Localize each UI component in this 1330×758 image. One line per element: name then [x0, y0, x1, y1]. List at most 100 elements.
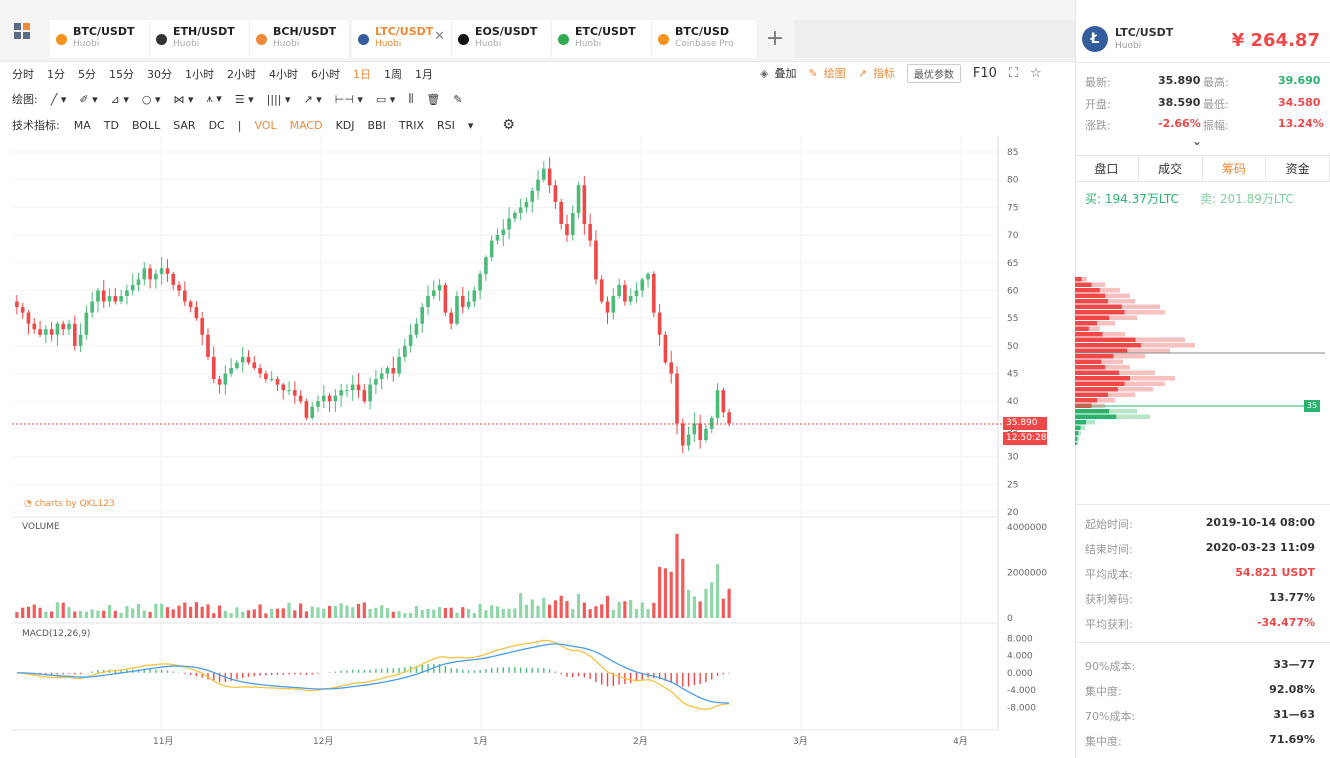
side-tab-2[interactable]: 筹码 — [1203, 156, 1267, 181]
interval-8[interactable]: 6小时 — [311, 68, 340, 81]
interval-2[interactable]: 5分 — [78, 68, 96, 81]
detail-row: 获利筹码: 13.77% — [1085, 591, 1315, 607]
volume-bar — [409, 613, 413, 618]
chip-bar — [1075, 398, 1097, 403]
tab-pair: ETC/USDT — [575, 25, 636, 38]
interval-1[interactable]: 1分 — [47, 68, 65, 81]
chip-bar — [1075, 425, 1081, 430]
candle — [489, 240, 494, 258]
volume-bar — [646, 608, 650, 618]
star-icon[interactable]: ☆ — [1030, 65, 1042, 81]
volume-bar — [194, 602, 198, 618]
volume-bar — [171, 609, 175, 618]
trash-icon[interactable]: 🗑 — [426, 92, 441, 106]
interval-0[interactable]: 分时 — [12, 68, 34, 81]
add-tab-button[interactable]: + — [765, 26, 785, 51]
interval-6[interactable]: 2小时 — [227, 68, 256, 81]
interval-4[interactable]: 30分 — [147, 68, 172, 81]
chip-bar — [1075, 420, 1086, 425]
tab-etc-usdt[interactable]: ETC/USDT Huobi — [552, 20, 652, 58]
indicator-8[interactable]: KDJ — [335, 118, 355, 132]
tab-eth-usdt[interactable]: ETH/USDT Huobi — [150, 20, 250, 58]
candle — [20, 307, 25, 313]
tab-bar-empty — [794, 20, 1075, 58]
volume-bar — [495, 606, 500, 618]
tab-ltc-usdt[interactable]: LTC/USDT Huobi ✕ — [352, 20, 452, 58]
candle — [599, 279, 604, 302]
indicator-1[interactable]: TD — [103, 118, 119, 132]
candle — [78, 334, 83, 346]
close-icon[interactable]: ✕ — [434, 29, 445, 44]
candle — [605, 301, 610, 313]
candle — [269, 379, 274, 381]
indicator-2[interactable]: BOLL — [131, 118, 161, 132]
line-tool-icon[interactable]: ╱ ▾ — [50, 92, 67, 106]
side-tab-1[interactable]: 成交 — [1139, 156, 1203, 181]
volume-bar — [235, 607, 239, 618]
draw-button[interactable]: ✎ 绘图 — [808, 65, 845, 81]
tab-bch-usdt[interactable]: BCH/USDT Huobi — [250, 20, 350, 58]
volume-bar — [217, 605, 222, 618]
side-tab-3[interactable]: 资金 — [1266, 156, 1330, 181]
fib-tool-icon[interactable]: ☰ ▾ — [234, 92, 254, 106]
indicator-4[interactable]: DC — [208, 118, 225, 132]
interval-7[interactable]: 4小时 — [269, 68, 298, 81]
indicator-9[interactable]: BBI — [367, 118, 386, 132]
indicator-3[interactable]: SAR — [173, 118, 196, 132]
bar-tool-icon[interactable]: ⫼ — [408, 92, 414, 105]
indicator-7[interactable]: MACD — [289, 118, 323, 132]
circle-tool-icon[interactable]: ○ ▾ — [141, 92, 161, 106]
tab-exchange: Huobi — [73, 39, 100, 49]
chevron-down-icon[interactable]: ⌄ — [1192, 134, 1203, 148]
more-indicators-icon[interactable]: ▾ — [467, 118, 474, 132]
interval-9[interactable]: 1日 — [353, 68, 371, 81]
polyline-tool-icon[interactable]: ⊿ ▾ — [110, 92, 129, 106]
volume-bar — [78, 610, 83, 618]
candle — [623, 284, 627, 302]
indicator-10[interactable]: TRIX — [398, 118, 424, 132]
interval-10[interactable]: 1周 — [384, 68, 402, 81]
tab-btc-usd[interactable]: BTC/USD Coinbase Pro — [652, 20, 758, 58]
tab-btc-usdt[interactable]: BTC/USDT Huobi — [50, 20, 150, 58]
comment-tool-icon[interactable]: ▭ ▾ — [375, 92, 396, 106]
draw-tools-label: 绘图: — [12, 93, 38, 106]
volume-bar — [189, 606, 193, 618]
price-chart[interactable]: 8580757065605550454035302520400000020000… — [0, 136, 1075, 758]
candle — [101, 290, 106, 302]
wave-tool-icon[interactable]: ⋈ ▾ — [173, 92, 194, 106]
indicator-6[interactable]: VOL — [254, 118, 277, 132]
arrow-tool-icon[interactable]: ↗ ▾ — [303, 92, 322, 106]
f10-button[interactable]: F10 — [972, 65, 997, 81]
coin-icon — [358, 34, 369, 45]
coin-icon — [56, 34, 67, 45]
tab-eos-usdt[interactable]: EOS/USDT Huobi — [452, 20, 552, 58]
eraser-icon[interactable]: ✎ — [453, 92, 463, 106]
volume-bar — [542, 597, 546, 618]
interval-3[interactable]: 15分 — [109, 68, 134, 81]
chip-bar — [1075, 359, 1102, 364]
side-tab-0[interactable]: 盘口 — [1075, 156, 1139, 181]
volume-bar — [212, 613, 216, 618]
candle — [559, 201, 563, 224]
overlay-button[interactable]: ◈ 叠加 — [760, 65, 796, 81]
fullscreen-icon[interactable]: ⛶ — [1008, 65, 1019, 81]
volume-bar — [594, 606, 598, 618]
measure-tool-icon[interactable]: ⊢⊣ ▾ — [334, 92, 363, 106]
grid-menu-icon[interactable] — [12, 20, 40, 48]
settings-icon[interactable]: ⚙ — [502, 117, 515, 133]
candle — [704, 428, 708, 440]
interval-11[interactable]: 1月 — [415, 68, 433, 81]
detail-value: 92.08% — [1269, 683, 1315, 696]
gann-tool-icon[interactable]: |||| ▾ — [266, 92, 291, 106]
candle — [107, 296, 112, 302]
optimal-params-button[interactable]: 最优参数 — [906, 63, 961, 83]
pencil-tool-icon[interactable]: ✐ ▾ — [79, 92, 98, 106]
candle — [727, 412, 731, 424]
pattern-tool-icon[interactable]: ⩚ ▾ — [206, 92, 222, 105]
indicator-11[interactable]: RSI — [437, 118, 455, 132]
indicator-button[interactable]: ↗ 指标 — [858, 65, 895, 81]
volume-bar — [437, 606, 442, 618]
interval-5[interactable]: 1小时 — [185, 68, 214, 81]
indicator-5: | — [237, 118, 242, 132]
indicator-0[interactable]: MA — [73, 118, 91, 132]
